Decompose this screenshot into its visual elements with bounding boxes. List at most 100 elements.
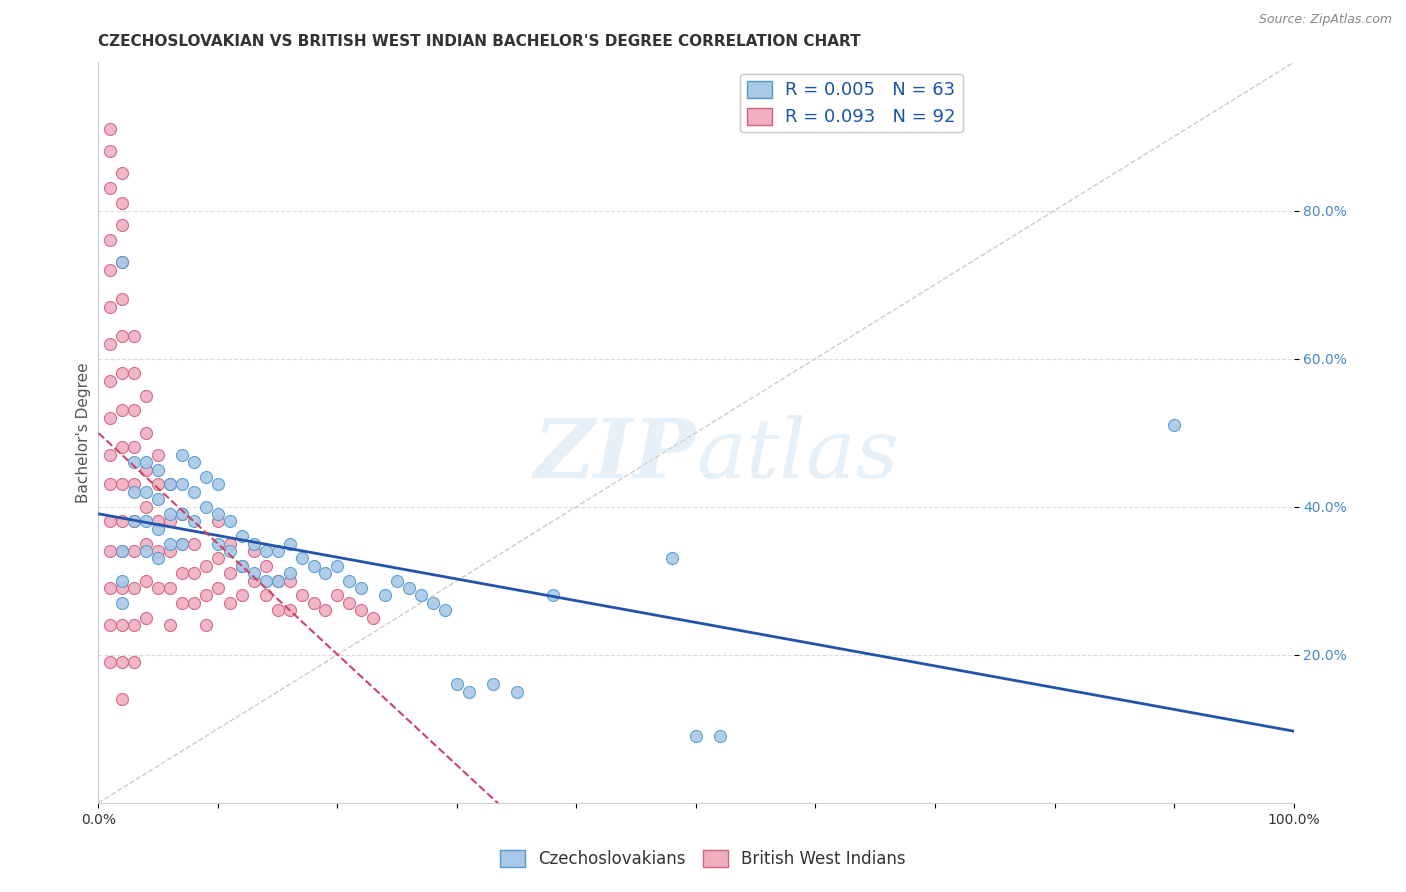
Point <box>148 581 170 595</box>
Text: CZECHOSLOVAKIAN VS BRITISH WEST INDIAN BACHELOR'S DEGREE CORRELATION CHART: CZECHOSLOVAKIAN VS BRITISH WEST INDIAN B… <box>98 34 860 49</box>
Point <box>111 515 134 529</box>
Point <box>111 574 134 588</box>
Point <box>254 589 277 603</box>
Point <box>124 403 146 417</box>
Point <box>148 544 170 558</box>
Point <box>219 544 242 558</box>
Point <box>98 477 122 491</box>
Point <box>278 574 301 588</box>
Point <box>458 685 481 699</box>
Point <box>98 515 122 529</box>
Point <box>98 581 122 595</box>
Point <box>135 425 157 440</box>
Point <box>267 603 290 617</box>
Point <box>111 544 134 558</box>
Point <box>111 544 134 558</box>
Point <box>148 448 170 462</box>
Point <box>207 477 229 491</box>
Point <box>326 589 349 603</box>
Point <box>541 589 564 603</box>
Point <box>315 603 337 617</box>
Point <box>231 558 253 573</box>
Legend: R = 0.005   N = 63, R = 0.093   N = 92: R = 0.005 N = 63, R = 0.093 N = 92 <box>741 74 963 133</box>
Point <box>278 566 301 581</box>
Point <box>124 455 146 469</box>
Point <box>135 388 157 402</box>
Point <box>135 536 157 550</box>
Point <box>111 581 134 595</box>
Point <box>124 329 146 343</box>
Point <box>243 536 266 550</box>
Point <box>231 558 253 573</box>
Point <box>172 507 194 521</box>
Point <box>135 455 157 469</box>
Point <box>135 462 157 476</box>
Point <box>135 515 157 529</box>
Point <box>172 536 194 550</box>
Point <box>254 544 277 558</box>
Point <box>172 536 194 550</box>
Point <box>98 374 122 388</box>
Text: ZIP: ZIP <box>533 415 696 495</box>
Point <box>159 477 181 491</box>
Point <box>339 574 361 588</box>
Point <box>374 589 396 603</box>
Point <box>111 293 134 307</box>
Point <box>111 255 134 269</box>
Point <box>124 544 146 558</box>
Point <box>159 477 181 491</box>
Point <box>302 558 325 573</box>
Point <box>385 574 409 588</box>
Y-axis label: Bachelor's Degree: Bachelor's Degree <box>76 362 91 503</box>
Point <box>111 441 134 455</box>
Point <box>148 477 170 491</box>
Point <box>159 618 181 632</box>
Point <box>148 522 170 536</box>
Point <box>183 515 205 529</box>
Point <box>159 544 181 558</box>
Point <box>148 462 170 476</box>
Point <box>159 581 181 595</box>
Point <box>685 729 707 743</box>
Point <box>219 536 242 550</box>
Point <box>446 677 468 691</box>
Point <box>98 145 122 159</box>
Point <box>148 551 170 566</box>
Point <box>183 536 205 550</box>
Point <box>207 515 229 529</box>
Point <box>172 507 194 521</box>
Point <box>267 574 290 588</box>
Point <box>159 536 181 550</box>
Point <box>98 233 122 247</box>
Point <box>195 470 218 484</box>
Point <box>98 410 122 425</box>
Point <box>315 566 337 581</box>
Point <box>124 367 146 381</box>
Point <box>219 566 242 581</box>
Point <box>350 581 373 595</box>
Point <box>159 515 181 529</box>
Point <box>98 181 122 195</box>
Point <box>124 655 146 669</box>
Point <box>243 566 266 581</box>
Point <box>172 566 194 581</box>
Point <box>124 618 146 632</box>
Point <box>111 219 134 233</box>
Point <box>183 566 205 581</box>
Point <box>434 603 457 617</box>
Point <box>111 255 134 269</box>
Point <box>98 448 122 462</box>
Point <box>195 500 218 514</box>
Point <box>111 196 134 211</box>
Point <box>111 618 134 632</box>
Point <box>148 515 170 529</box>
Point <box>124 581 146 595</box>
Point <box>243 544 266 558</box>
Point <box>350 603 373 617</box>
Point <box>231 589 253 603</box>
Point <box>124 484 146 499</box>
Point <box>302 596 325 610</box>
Point <box>111 329 134 343</box>
Point <box>135 500 157 514</box>
Point <box>98 655 122 669</box>
